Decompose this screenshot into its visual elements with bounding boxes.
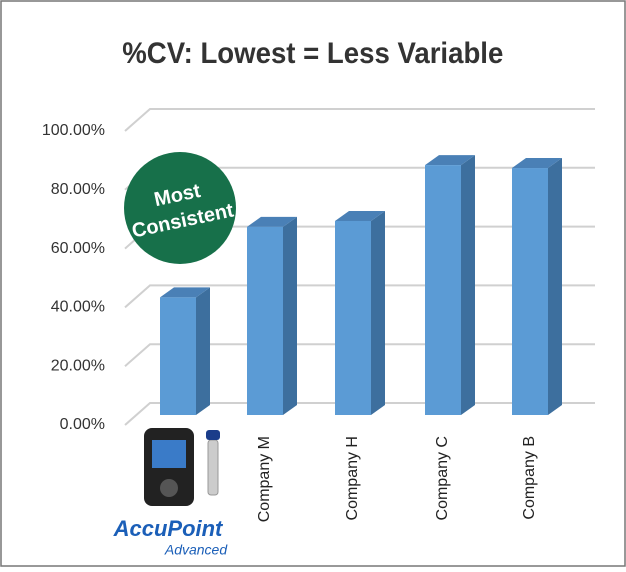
x-tick-label: Company B (521, 436, 538, 520)
bar-side (196, 287, 210, 415)
bar (160, 297, 196, 415)
y-tick-label: 60.00% (51, 240, 105, 257)
bar-side (371, 211, 385, 415)
y-tick-label: 40.00% (51, 299, 105, 316)
y-tick-label: 0.00% (60, 416, 105, 433)
logo-name: AccuPoint (113, 516, 224, 541)
chart-title: %CV: Lowest = Less Variable (122, 37, 503, 70)
logo-subtitle: Advanced (164, 542, 228, 558)
bar-side (461, 155, 475, 415)
bar (512, 168, 548, 415)
y-tick-label: 20.00% (51, 357, 105, 374)
bar (247, 227, 283, 415)
x-tick-label: Company M (256, 436, 273, 522)
bar (335, 221, 371, 415)
bar (425, 165, 461, 415)
chart: %CV: Lowest = Less Variable 0.00% 20.00% 4… (0, 0, 626, 567)
device-icon (144, 428, 220, 506)
x-tick-label: Company H (344, 436, 361, 520)
bar-side (548, 158, 562, 415)
y-tick-label: 100.00% (42, 122, 105, 139)
bar-side (283, 217, 297, 415)
x-tick-label: Company C (434, 436, 451, 520)
y-tick-label: 80.00% (51, 181, 105, 198)
